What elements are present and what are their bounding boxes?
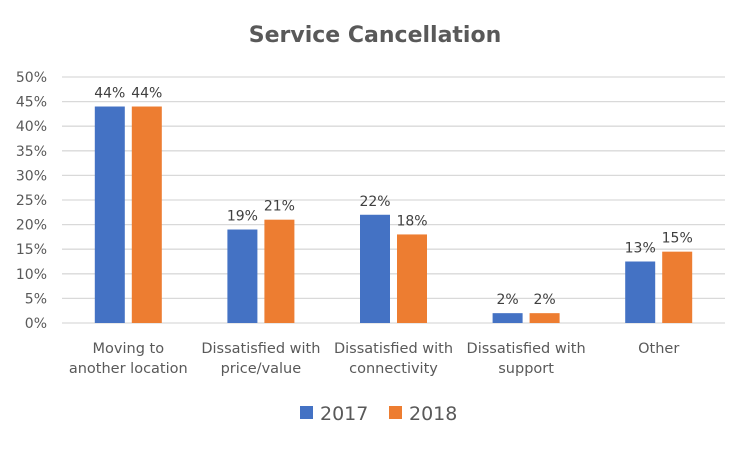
bar-2017: [625, 261, 656, 323]
bar-2017: [492, 313, 523, 323]
bar-2018: [131, 106, 162, 324]
legend: 2017 2018: [300, 403, 457, 425]
y-tick-label: 25%: [16, 193, 47, 209]
x-category-label: Dissatisfied with: [467, 341, 586, 357]
x-category-label: price/value: [221, 361, 302, 377]
data-label: 44%: [94, 86, 125, 102]
data-labels: 44% 44% 19% 21% 22% 18% 2% 2% 13% 15%: [94, 86, 693, 309]
y-tick-label: 45%: [16, 95, 47, 111]
bar-2018: [264, 219, 295, 323]
bars: [94, 106, 693, 324]
bar-2017: [227, 229, 258, 323]
y-tick-label: 50%: [16, 70, 47, 86]
x-category-label: Dissatisfied with: [201, 341, 320, 357]
bar-2017: [94, 106, 125, 324]
bar-2018: [397, 234, 427, 323]
y-tick-label: 10%: [16, 267, 47, 283]
chart-title: Service Cancellation: [249, 23, 502, 48]
y-tick-label: 0%: [25, 316, 47, 332]
y-tick-label: 20%: [16, 218, 47, 234]
y-axis-ticks: 0% 5% 10% 15% 20% 25% 30% 35% 40% 45% 50%: [16, 70, 47, 332]
bar-2018: [662, 251, 693, 323]
y-tick-label: 30%: [16, 168, 47, 184]
legend-label: 2018: [409, 403, 457, 425]
bar-2017: [360, 214, 390, 323]
legend-label: 2017: [320, 403, 368, 425]
data-label: 19%: [227, 209, 258, 225]
y-tick-label: 40%: [16, 119, 47, 135]
data-label: 18%: [396, 213, 427, 229]
x-category-label: Moving to: [93, 341, 165, 357]
x-category-label: Other: [638, 341, 679, 357]
data-label: 22%: [359, 194, 390, 210]
x-category-label: support: [498, 361, 554, 377]
x-category-label: Dissatisfied with: [334, 341, 453, 357]
data-label: 2%: [533, 292, 555, 308]
bar-2018: [529, 313, 560, 323]
y-tick-label: 35%: [16, 144, 47, 160]
x-category-label: connectivity: [349, 361, 438, 377]
x-axis-categories: Moving to another location Dissatisfied wi…: [69, 341, 679, 377]
gridlines: [62, 76, 725, 324]
data-label: 21%: [264, 199, 295, 215]
legend-swatch-2017: [300, 406, 313, 419]
data-label: 13%: [625, 241, 656, 257]
y-tick-label: 5%: [25, 291, 47, 307]
data-label: 44%: [131, 86, 162, 102]
legend-swatch-2018: [389, 406, 402, 419]
data-label: 2%: [496, 292, 518, 308]
x-category-label: another location: [69, 361, 188, 377]
data-label: 15%: [662, 231, 693, 247]
y-tick-label: 15%: [16, 242, 47, 258]
